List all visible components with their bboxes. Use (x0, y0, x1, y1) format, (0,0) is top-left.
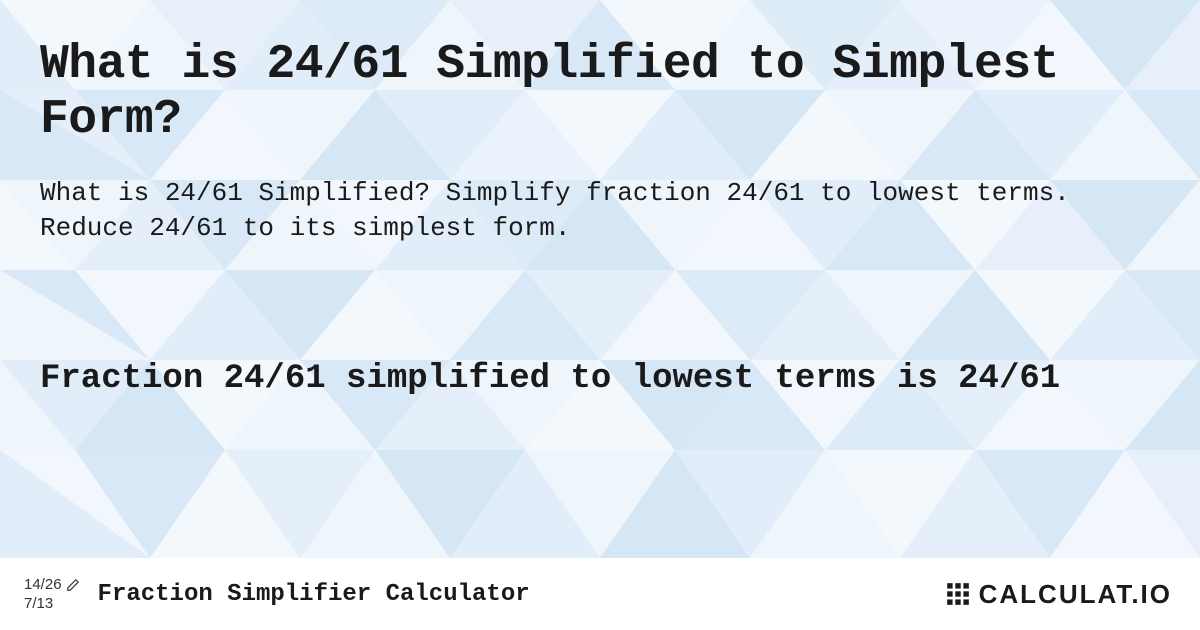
logo-fraction-bottom: 7/13 (24, 595, 53, 612)
brand-text: CALCULAT.IO (979, 579, 1172, 610)
pencil-icon (66, 578, 80, 592)
logo-fraction-top: 14/26 (24, 576, 62, 593)
page-title: What is 24/61 Simplified to Simplest For… (40, 38, 1160, 148)
footer-logo-icon: 14/26 7/13 (24, 576, 80, 612)
brand: CALCULAT.IO (945, 579, 1172, 610)
result-text: Fraction 24/61 simplified to lowest term… (40, 357, 1140, 401)
footer-bar: 14/26 7/13 Fraction Simplifier Calculato… (0, 558, 1200, 630)
main-content: What is 24/61 Simplified to Simplest For… (0, 0, 1200, 630)
footer-left: 14/26 7/13 Fraction Simplifier Calculato… (24, 576, 530, 612)
footer-title: Fraction Simplifier Calculator (98, 581, 530, 608)
grid-icon (945, 581, 971, 607)
page-subtitle: What is 24/61 Simplified? Simplify fract… (40, 176, 1140, 246)
